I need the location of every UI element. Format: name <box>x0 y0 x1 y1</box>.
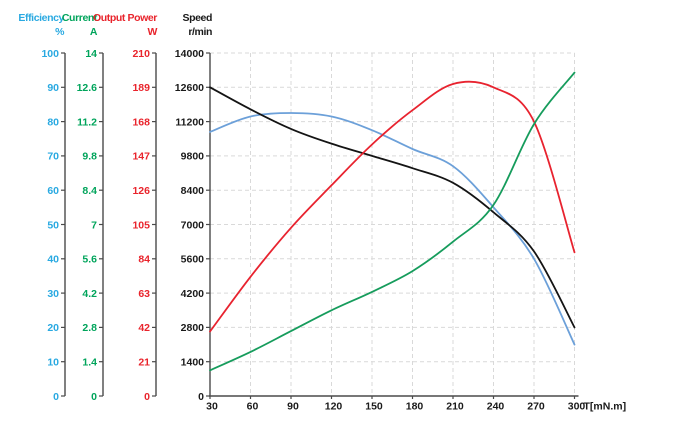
x-tick-label: 150 <box>365 401 383 413</box>
output-power-curve <box>209 80 576 333</box>
speed-tick-label: 8400 <box>181 185 205 197</box>
output-power-tick-label: 63 <box>138 288 150 300</box>
current-tick-label: 8.4 <box>82 185 97 197</box>
speed-tick-label: 7000 <box>181 219 205 231</box>
efficiency-tick-label: 20 <box>47 322 59 334</box>
x-tick-label: 30 <box>206 401 218 413</box>
current-tick-label: 14 <box>85 48 97 60</box>
current-tick-label: 0 <box>91 391 97 403</box>
speed-tick-label: 4200 <box>181 288 205 300</box>
output-power-axis-unit: W <box>147 26 157 38</box>
output-power-tick-label: 42 <box>138 322 150 334</box>
output-power-tick-label: 126 <box>132 185 150 197</box>
current-curve <box>209 71 576 372</box>
efficiency-tick-label: 0 <box>53 391 59 403</box>
current-tick-label: 1.4 <box>82 357 97 369</box>
current-tick-label: 7 <box>91 219 97 231</box>
speed-tick-label: 14000 <box>175 48 204 60</box>
efficiency-tick-label: 40 <box>47 254 59 266</box>
efficiency-tick-label: 90 <box>47 82 59 94</box>
x-tick-label: 300 <box>568 401 586 413</box>
efficiency-axis-header: Efficiency % <box>18 11 64 39</box>
speed-axis-title: Speed <box>182 12 212 24</box>
x-axis-title: T[mN.m] <box>584 401 627 413</box>
output-power-tick-label: 189 <box>132 82 150 94</box>
output-power-axis-header: Output Power W <box>93 11 157 39</box>
current-tick-label: 2.8 <box>82 322 97 334</box>
output-power-tick-label: 210 <box>132 48 150 60</box>
speed-tick-label: 12600 <box>175 82 204 94</box>
speed-axis-unit: r/min <box>188 26 212 38</box>
speed-tick-label: 0 <box>198 391 204 403</box>
output-power-tick-label: 21 <box>138 357 150 369</box>
x-tick-label: 60 <box>247 401 259 413</box>
output-power-tick-label: 168 <box>132 116 150 128</box>
efficiency-curve <box>209 112 576 346</box>
output-power-tick-label: 0 <box>144 391 150 403</box>
speed-tick-label: 11200 <box>175 116 204 128</box>
efficiency-tick-label: 80 <box>47 116 59 128</box>
current-tick-label: 11.2 <box>77 116 97 128</box>
output-power-tick-label: 84 <box>138 254 150 266</box>
speed-tick-label: 5600 <box>181 254 205 266</box>
current-axis-unit: A <box>89 26 98 38</box>
gridlines <box>210 52 575 396</box>
efficiency-tick-label: 50 <box>47 219 59 231</box>
speed-tick-label: 9800 <box>181 151 205 163</box>
x-tick-label: 90 <box>287 401 299 413</box>
speed-axis-header: Speed r/min <box>182 11 212 39</box>
current-tick-label: 9.8 <box>82 151 97 163</box>
output-power-tick-label: 147 <box>132 151 150 163</box>
speed-axis: 1400012600112009800840070005600420028001… <box>175 48 211 403</box>
x-tick-label: 180 <box>406 401 424 413</box>
current-tick-label: 12.6 <box>77 82 98 94</box>
efficiency-axis-title: Efficiency <box>18 12 64 24</box>
x-tick-label: 120 <box>325 401 343 413</box>
speed-curve <box>209 86 576 329</box>
speed-tick-label: 2800 <box>181 322 205 334</box>
x-tick-label: 270 <box>527 401 545 413</box>
current-axis: 14 12.6 11.2 9.8 8.4 7 5.6 4.2 2.8 1.4 0 <box>77 48 104 403</box>
x-tick-label: 210 <box>446 401 464 413</box>
current-tick-label: 5.6 <box>82 254 97 266</box>
efficiency-tick-label: 100 <box>41 48 59 60</box>
efficiency-tick-label: 60 <box>47 185 59 197</box>
output-power-tick-label: 105 <box>132 219 150 231</box>
current-tick-label: 4.2 <box>82 288 97 300</box>
efficiency-tick-label: 10 <box>47 357 59 369</box>
efficiency-tick-label: 70 <box>47 151 59 163</box>
efficiency-tick-label: 30 <box>47 288 59 300</box>
output-power-axis-title: Output Power <box>92 12 157 24</box>
current-axis-title: Current <box>61 12 98 24</box>
speed-tick-label: 1400 <box>181 357 205 369</box>
efficiency-axis-unit: % <box>55 26 64 38</box>
x-tick-label: 240 <box>487 401 505 413</box>
current-axis-header: Current A <box>61 11 98 39</box>
